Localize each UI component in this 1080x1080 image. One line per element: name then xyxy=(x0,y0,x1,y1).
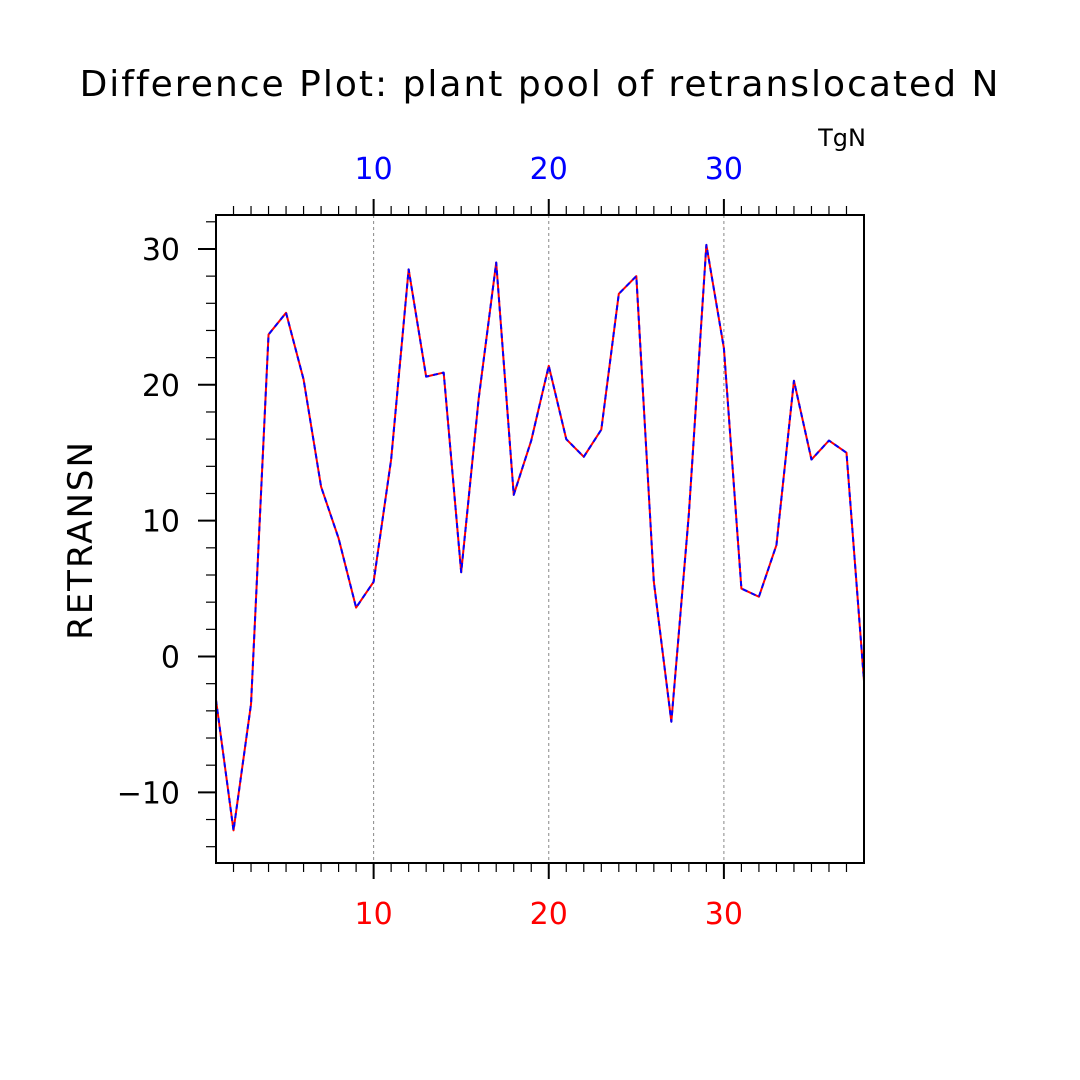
chart-title: Difference Plot: plant pool of retranslo… xyxy=(80,64,1001,105)
tick-labels: 10 10 20 20 30 30 −10 0 10 20 30 xyxy=(117,152,743,932)
series-line-red xyxy=(215,243,865,832)
plot-frame xyxy=(215,214,865,864)
series-lines xyxy=(215,243,865,832)
x-tick-label-top: 20 xyxy=(530,152,568,187)
x-tick-label-top: 30 xyxy=(705,152,743,187)
y-tick-label: 20 xyxy=(142,369,180,404)
axis-ticks xyxy=(198,199,848,879)
series-line-blue xyxy=(215,243,865,832)
x-tick-label-top: 10 xyxy=(355,152,393,187)
y-tick-label: −10 xyxy=(117,776,180,811)
y-axis-label: RETRANSN xyxy=(61,440,101,640)
y-tick-label: 30 xyxy=(142,233,180,268)
y-tick-label: 10 xyxy=(142,505,180,540)
y-tick-label: 0 xyxy=(161,641,180,676)
x-tick-label-bottom: 20 xyxy=(530,897,568,932)
x-tick-label-bottom: 30 xyxy=(705,897,743,932)
x-tick-label-bottom: 10 xyxy=(355,897,393,932)
units-label: TgN xyxy=(817,124,866,152)
grid xyxy=(373,215,725,863)
